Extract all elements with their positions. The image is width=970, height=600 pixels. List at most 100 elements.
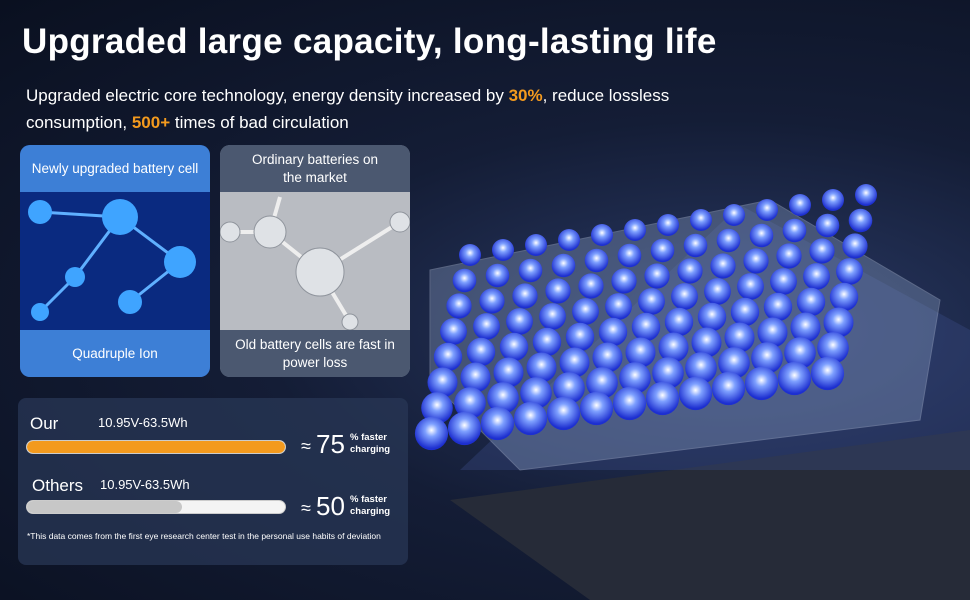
- cell: [777, 361, 812, 396]
- cell: [612, 386, 647, 421]
- cell: [446, 293, 472, 319]
- card-top: Newly upgraded battery cell: [20, 145, 210, 192]
- cell: [421, 392, 453, 424]
- cell: [586, 367, 618, 399]
- cell: [459, 244, 481, 266]
- progress-track: [26, 500, 286, 514]
- cell: [730, 297, 760, 327]
- subtitle-text: times of bad circulation: [170, 113, 349, 132]
- cell: [559, 347, 590, 378]
- cell: [479, 288, 505, 314]
- cell: [414, 416, 449, 451]
- highlight: 30%: [508, 86, 543, 105]
- cell: [605, 293, 632, 320]
- footnote: *This data comes from the first eye rese…: [27, 531, 381, 541]
- cell: [723, 204, 745, 226]
- card-image: [20, 192, 210, 330]
- cell: [545, 278, 571, 304]
- cell: [645, 381, 680, 416]
- progress-track: [26, 440, 286, 454]
- cell: [751, 342, 783, 374]
- cell: [697, 302, 727, 332]
- cell: [829, 282, 859, 312]
- card-bottom: Quadruple Ion: [20, 330, 210, 377]
- cell: [664, 307, 694, 337]
- progress-fill: [27, 501, 182, 513]
- cell: [658, 332, 689, 363]
- cell: [584, 248, 609, 273]
- cell: [539, 303, 566, 330]
- cell: [551, 253, 576, 278]
- cell: [744, 366, 779, 401]
- cell: [480, 406, 515, 441]
- cell: [506, 308, 533, 335]
- cell: [737, 273, 764, 300]
- cell: [592, 342, 623, 373]
- atoms: [28, 199, 196, 321]
- card-image: [220, 192, 410, 330]
- cell: [810, 356, 845, 391]
- cell: [757, 317, 788, 348]
- cell: [427, 367, 458, 398]
- cell: [513, 401, 548, 436]
- title: Upgraded large capacity, long-lasting li…: [22, 22, 717, 61]
- cell: [452, 268, 477, 293]
- cell: [525, 234, 547, 256]
- cell: [493, 357, 524, 388]
- subtitle-text: Upgraded electric core technology, energ…: [26, 86, 509, 105]
- subtitle: Upgraded electric core technology, energ…: [26, 82, 726, 136]
- cell: [770, 268, 797, 295]
- cell: [611, 268, 637, 294]
- cell: [485, 263, 510, 288]
- cell: [842, 233, 868, 259]
- cell: [809, 238, 835, 264]
- cell: [691, 327, 722, 358]
- cell: [546, 396, 581, 431]
- cell: [743, 248, 769, 274]
- cell: [526, 352, 557, 383]
- cell: [553, 372, 585, 404]
- cell: [763, 292, 793, 322]
- cell: [789, 194, 811, 216]
- cell: [565, 322, 595, 352]
- cell: [790, 312, 821, 343]
- cell: [558, 229, 580, 251]
- cell: [579, 391, 614, 426]
- cell: [815, 213, 840, 238]
- cell: [823, 307, 854, 338]
- cell: [718, 347, 750, 379]
- cell: [520, 377, 552, 409]
- cell: [466, 337, 496, 367]
- cell: [716, 228, 741, 253]
- cell: [711, 371, 746, 406]
- cell: [447, 411, 482, 446]
- row-spec: 10.95V-63.5Wh: [100, 477, 190, 492]
- cell: [617, 243, 642, 268]
- row-spec: 10.95V-63.5Wh: [98, 415, 188, 430]
- cell: [619, 362, 651, 394]
- cell: [625, 337, 656, 368]
- card-bottom: Old battery cells are fast in power loss: [220, 330, 410, 377]
- subtitle-text: , reduce lossless consumption,: [26, 86, 670, 132]
- cell: [848, 208, 873, 233]
- unit-text: % faster: [350, 494, 387, 505]
- chip-base: [450, 430, 970, 600]
- cell: [487, 382, 519, 414]
- approx-sign: ≈: [301, 436, 311, 456]
- cell: [591, 224, 613, 246]
- cell: [690, 209, 712, 231]
- cell: [671, 283, 698, 310]
- cell: [652, 357, 684, 389]
- cell: [624, 219, 646, 241]
- row-label: Others: [32, 476, 84, 495]
- cell: [499, 332, 529, 362]
- cell: [598, 317, 628, 347]
- percent-value: 50: [316, 491, 345, 521]
- card: Newly upgraded battery cell Quadruple Io…: [20, 145, 210, 377]
- cell: [836, 258, 863, 285]
- battery-cells: [414, 184, 877, 451]
- cell: [822, 189, 844, 211]
- cell: [756, 199, 778, 221]
- cell: [532, 327, 562, 357]
- atoms: [220, 211, 410, 330]
